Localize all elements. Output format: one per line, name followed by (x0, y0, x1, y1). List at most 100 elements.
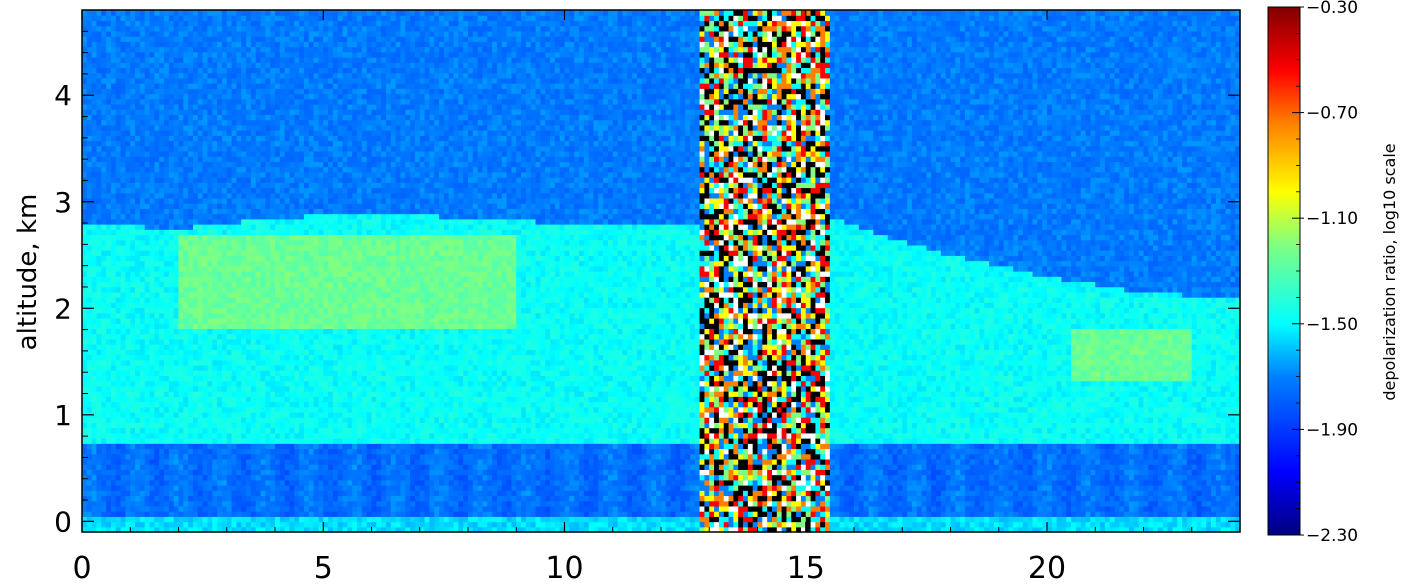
heatmap-cell (207, 130, 212, 136)
heatmap-cell (174, 370, 179, 376)
heatmap-cell (280, 104, 285, 110)
heatmap-cell (183, 151, 188, 157)
heatmap-cell (280, 214, 285, 220)
heatmap-cell (309, 224, 314, 230)
heatmap-cell (140, 141, 145, 147)
heatmap-cell (232, 459, 237, 465)
heatmap-cell (140, 522, 145, 528)
heatmap-cell (285, 516, 290, 522)
heatmap-cell (96, 167, 101, 173)
heatmap-cell (183, 229, 188, 235)
heatmap-cell (251, 459, 256, 465)
heatmap-cell (275, 104, 280, 110)
heatmap-cell (256, 255, 261, 261)
heatmap-cell (116, 182, 121, 188)
heatmap-cell (236, 83, 241, 89)
heatmap-cell (270, 172, 275, 178)
heatmap-cell (270, 475, 275, 481)
heatmap-cell (309, 417, 314, 423)
heatmap-cell (270, 464, 275, 470)
heatmap-cell (314, 313, 319, 319)
heatmap-cell (179, 506, 184, 512)
heatmap-cell (179, 240, 184, 246)
heatmap-cell (198, 41, 203, 47)
heatmap-cell (193, 167, 198, 173)
heatmap-cell (145, 402, 150, 408)
heatmap-cell (174, 208, 179, 214)
heatmap-cell (275, 266, 280, 272)
heatmap-cell (154, 490, 159, 496)
heatmap-cell (193, 208, 198, 214)
heatmap-cell (256, 203, 261, 209)
heatmap-cell (82, 120, 87, 126)
heatmap-cell (261, 41, 266, 47)
heatmap-cell (183, 276, 188, 282)
heatmap-cell (154, 15, 159, 21)
heatmap-cell (96, 339, 101, 345)
heatmap-cell (174, 276, 179, 282)
heatmap-cell (87, 438, 92, 444)
heatmap-cell (285, 203, 290, 209)
heatmap-cell (140, 83, 145, 89)
heatmap-cell (294, 381, 299, 387)
heatmap-cell (154, 167, 159, 173)
heatmap-cell (101, 104, 106, 110)
heatmap-cell (130, 156, 135, 162)
heatmap-cell (140, 62, 145, 68)
heatmap-cell (270, 88, 275, 94)
heatmap-cell (232, 31, 237, 37)
heatmap-cell (212, 402, 217, 408)
heatmap-cell (125, 266, 130, 272)
heatmap-cell (285, 261, 290, 267)
heatmap-cell (92, 255, 97, 261)
heatmap-cell (116, 297, 121, 303)
heatmap-cell (232, 428, 237, 434)
heatmap-cell (275, 83, 280, 89)
heatmap-cell (289, 438, 294, 444)
heatmap-cell (92, 276, 97, 282)
heatmap-cell (193, 511, 198, 517)
heatmap-cell (111, 469, 116, 475)
heatmap-cell (309, 229, 314, 235)
heatmap-cell (280, 109, 285, 115)
heatmap-cell (145, 381, 150, 387)
heatmap-cell (179, 459, 184, 465)
heatmap-cell (125, 94, 130, 100)
heatmap-cell (188, 125, 193, 131)
heatmap-cell (304, 302, 309, 308)
heatmap-cell (261, 146, 266, 152)
heatmap-cell (174, 292, 179, 298)
heatmap-cell (309, 334, 314, 340)
heatmap-cell (299, 386, 304, 392)
heatmap-cell (130, 229, 135, 235)
heatmap-cell (198, 360, 203, 366)
heatmap-cell (164, 245, 169, 251)
heatmap-cell (125, 172, 130, 178)
heatmap-cell (270, 203, 275, 209)
heatmap-cell (212, 344, 217, 350)
heatmap-cell (309, 501, 314, 507)
heatmap-cell (169, 245, 174, 251)
heatmap-cell (270, 250, 275, 256)
heatmap-cell (265, 407, 270, 413)
heatmap-cell (270, 318, 275, 324)
heatmap-cell (261, 57, 266, 63)
heatmap-cell (309, 135, 314, 141)
heatmap-cell (236, 308, 241, 314)
heatmap-cell (179, 161, 184, 167)
heatmap-cell (294, 464, 299, 470)
heatmap-cell (222, 276, 227, 282)
heatmap-cell (294, 104, 299, 110)
heatmap-cell (174, 109, 179, 115)
heatmap-cell (101, 172, 106, 178)
heatmap-cell (164, 454, 169, 460)
heatmap-cell (96, 344, 101, 350)
heatmap-cell (261, 396, 266, 402)
heatmap-cell (159, 156, 164, 162)
heatmap-cell (318, 31, 323, 37)
heatmap-cell (111, 501, 116, 507)
heatmap-cell (159, 167, 164, 173)
heatmap-cell (183, 224, 188, 230)
heatmap-cell (318, 193, 323, 199)
